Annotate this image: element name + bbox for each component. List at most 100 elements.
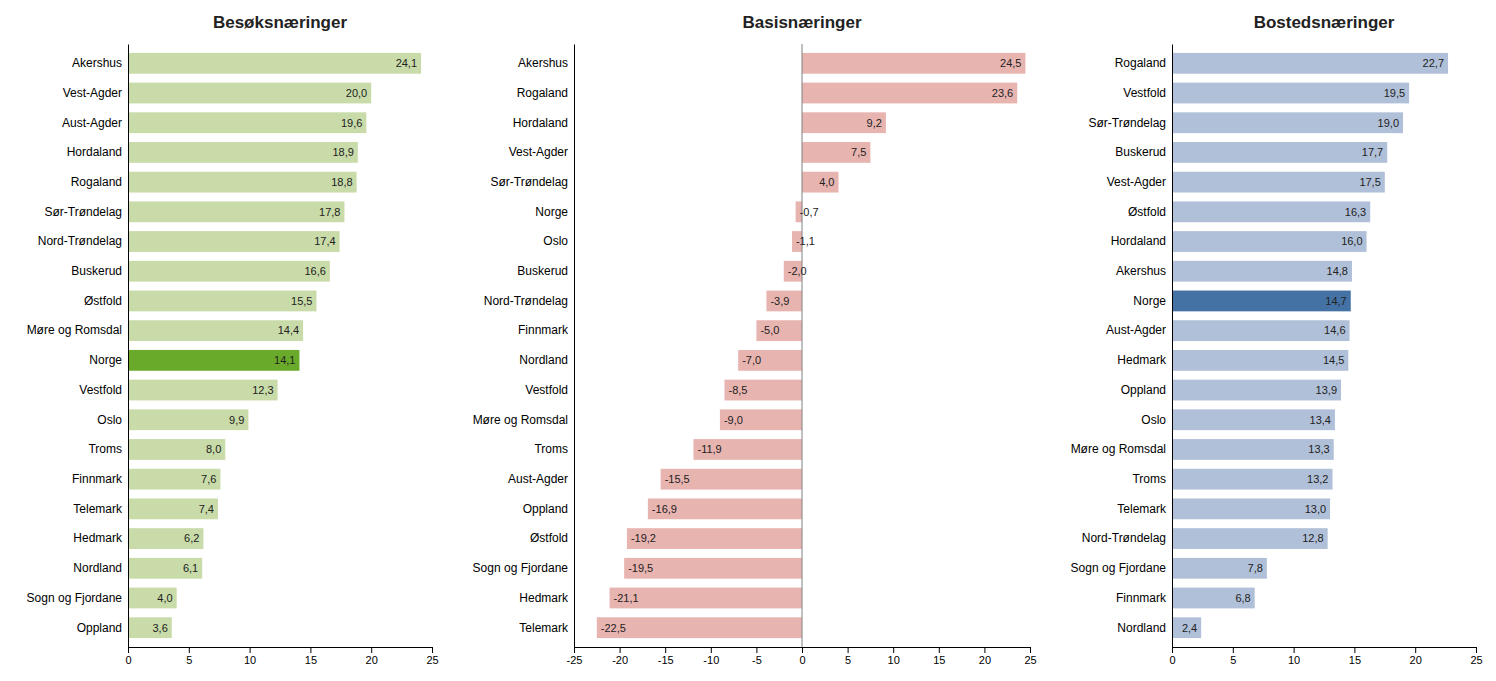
tick-mark bbox=[310, 647, 311, 653]
bar bbox=[128, 469, 220, 490]
data-label: 6,8 bbox=[1235, 592, 1250, 604]
data-label: 18,9 bbox=[332, 146, 353, 158]
category-label: Aust-Agder bbox=[62, 116, 122, 130]
tick: 0 bbox=[125, 647, 131, 666]
tick-mark bbox=[665, 647, 666, 653]
category-label: Sogn og Fjordane bbox=[473, 561, 569, 575]
bar bbox=[624, 558, 802, 579]
bar bbox=[128, 261, 330, 282]
y-axis: Akershus Rogaland Hordaland Vest-Agder Sør-T… bbox=[473, 45, 575, 648]
tick: 15 bbox=[933, 647, 945, 666]
tick-label: 5 bbox=[186, 654, 192, 666]
category-label: Akershus bbox=[72, 56, 122, 70]
tick: Hordaland bbox=[513, 116, 574, 130]
category-label: Sogn og Fjordane bbox=[27, 591, 123, 605]
category-label: Møre og Romsdal bbox=[27, 323, 122, 337]
category-label: Hordaland bbox=[1111, 234, 1166, 248]
category-label: Rogaland bbox=[517, 86, 568, 100]
tick: Hordaland bbox=[67, 145, 128, 159]
bar bbox=[128, 231, 340, 252]
x-axis: -25-20-15-10-50510152025 bbox=[567, 647, 1037, 666]
tick: Vest-Agder bbox=[509, 145, 574, 159]
tick: Østfold bbox=[84, 294, 128, 308]
tick: 5 bbox=[1230, 647, 1236, 666]
bar bbox=[128, 588, 177, 609]
category-label: Sør-Trøndelag bbox=[490, 175, 568, 189]
tick: Møre og Romsdal bbox=[27, 323, 128, 337]
category-label: Østfold bbox=[1128, 205, 1166, 219]
axis-line bbox=[129, 648, 433, 654]
tick: 0 bbox=[1169, 647, 1175, 666]
data-label: 13,0 bbox=[1305, 503, 1326, 515]
category-label: Troms bbox=[1132, 472, 1166, 486]
tick: Nord-Trøndelag bbox=[1082, 531, 1172, 545]
category-label: Oppland bbox=[77, 621, 122, 635]
category-label: Østfold bbox=[530, 531, 568, 545]
category-label: Oslo bbox=[543, 234, 568, 248]
category-label: Oppland bbox=[1121, 383, 1166, 397]
x-axis: 0510152025 bbox=[125, 647, 438, 666]
tick: Rogaland bbox=[517, 86, 574, 100]
title: Basisnæringer bbox=[742, 13, 861, 32]
category-label: Vestfold bbox=[79, 383, 122, 397]
tick: Nordland bbox=[73, 561, 128, 575]
tick: Hedmark bbox=[1117, 353, 1172, 367]
bar bbox=[1172, 558, 1267, 579]
axis-line bbox=[575, 648, 1031, 654]
tick: Hedmark bbox=[73, 531, 128, 545]
data-label: 12,3 bbox=[252, 384, 273, 396]
axis-line bbox=[1173, 648, 1477, 654]
tick: 5 bbox=[845, 647, 851, 666]
tick-mark bbox=[189, 647, 190, 653]
data-label: 4,0 bbox=[157, 592, 172, 604]
bar bbox=[1172, 291, 1351, 312]
chart: 24,120,019,618,918,817,817,416,615,514,4… bbox=[0, 0, 1496, 681]
bar bbox=[724, 380, 802, 401]
data-label: 12,8 bbox=[1302, 532, 1323, 544]
tick-label: -10 bbox=[703, 654, 719, 666]
bar bbox=[597, 617, 802, 638]
category-label: Oppland bbox=[523, 502, 568, 516]
data-label: 14,5 bbox=[1323, 354, 1344, 366]
data-label: 20,0 bbox=[346, 87, 367, 99]
tick: Norge bbox=[535, 205, 574, 219]
category-label: Finnmark bbox=[518, 323, 569, 337]
tick-label: 20 bbox=[1410, 654, 1422, 666]
bar bbox=[1172, 617, 1201, 638]
data-label: -15,5 bbox=[665, 473, 690, 485]
tick: Sør-Trøndelag bbox=[490, 175, 574, 189]
data-label: 22,7 bbox=[1423, 57, 1444, 69]
category-label: Nord-Trøndelag bbox=[484, 294, 568, 308]
bar bbox=[1172, 498, 1330, 519]
data-label: 19,0 bbox=[1378, 117, 1399, 129]
tick: Vestfold bbox=[79, 383, 128, 397]
tick: Sogn og Fjordane bbox=[27, 591, 128, 605]
tick: Akershus bbox=[1116, 264, 1172, 278]
bar bbox=[128, 172, 357, 193]
tick: Akershus bbox=[518, 56, 574, 70]
tick: Oppland bbox=[1121, 383, 1172, 397]
data-label: 24,5 bbox=[1000, 57, 1021, 69]
tick: Troms bbox=[88, 442, 128, 456]
tick: Sør-Trøndelag bbox=[1088, 116, 1172, 130]
tick: Hedmark bbox=[519, 591, 574, 605]
tick-label: -5 bbox=[752, 654, 762, 666]
category-label: Vestfold bbox=[1123, 86, 1166, 100]
data-labels: 24,120,019,618,918,817,817,416,615,514,4… bbox=[152, 57, 417, 633]
y-axis: RogalandVestfoldSør-TrøndelagBuskerudVes… bbox=[1071, 45, 1173, 648]
tick: Nord-Trøndelag bbox=[38, 234, 128, 248]
tick: Rogaland bbox=[71, 175, 128, 189]
category-label: Nordland bbox=[1117, 621, 1166, 635]
bar bbox=[1172, 469, 1333, 490]
bar bbox=[610, 588, 802, 609]
category-label: Akershus bbox=[1116, 264, 1166, 278]
tick-label: 10 bbox=[1288, 654, 1300, 666]
tick: 10 bbox=[244, 647, 256, 666]
tick-label: -15 bbox=[658, 654, 674, 666]
panel: 22,719,519,017,717,516,316,014,814,714,6… bbox=[1071, 13, 1483, 666]
tick: Oslo bbox=[97, 413, 128, 427]
bar bbox=[648, 498, 802, 519]
category-label: Aust-Agder bbox=[1106, 323, 1166, 337]
tick: Nord-Trøndelag bbox=[484, 294, 574, 308]
data-label: 13,2 bbox=[1307, 473, 1328, 485]
